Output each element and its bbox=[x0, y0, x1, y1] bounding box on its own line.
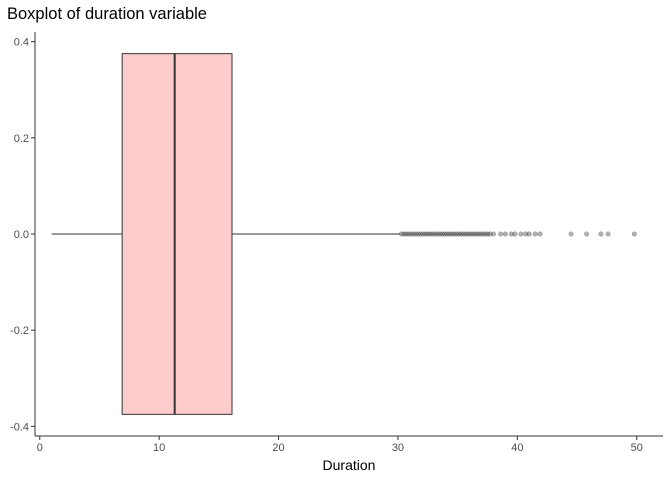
outlier-point-6 bbox=[413, 231, 419, 237]
outlier-point-31 bbox=[473, 231, 479, 237]
outlier-point-10 bbox=[422, 231, 428, 237]
outlier-point-25 bbox=[458, 231, 464, 237]
outlier-point-19 bbox=[444, 231, 450, 237]
outlier-point-17 bbox=[439, 231, 445, 237]
outlier-point-29 bbox=[468, 231, 474, 237]
x-tick-label-4: 40 bbox=[511, 442, 523, 454]
y-tick-label-2: 0.0 bbox=[14, 229, 29, 241]
outlier-point-15 bbox=[434, 231, 440, 237]
outlier-point-23 bbox=[453, 231, 460, 237]
outlier-point-48 bbox=[568, 231, 574, 237]
outlier-point-52 bbox=[631, 231, 637, 237]
outlier-point-12 bbox=[427, 231, 433, 237]
outlier-point-36 bbox=[484, 231, 491, 237]
outlier-point-22 bbox=[451, 231, 457, 237]
outlier-point-11 bbox=[425, 231, 431, 237]
outlier-point-51 bbox=[605, 231, 611, 237]
outlier-point-38 bbox=[490, 231, 497, 237]
x-tick-label-5: 50 bbox=[631, 442, 643, 454]
outliers-layer bbox=[398, 231, 637, 237]
x-axis-ticks: 0 10 20 30 40 50 bbox=[37, 436, 643, 454]
outlier-point-8 bbox=[418, 231, 424, 237]
chart-title: Boxplot of duration variable bbox=[7, 5, 207, 23]
y-tick-label-1: -0.2 bbox=[10, 325, 29, 337]
outlier-point-20 bbox=[446, 231, 452, 237]
outlier-point-43 bbox=[518, 231, 524, 237]
outlier-point-46 bbox=[532, 231, 538, 237]
outlier-point-5 bbox=[410, 231, 417, 237]
x-tick-label-3: 30 bbox=[392, 442, 404, 454]
outlier-point-45 bbox=[526, 231, 532, 237]
outlier-point-3 bbox=[406, 231, 412, 237]
outlier-point-1 bbox=[401, 231, 407, 237]
outlier-point-34 bbox=[480, 231, 486, 237]
outlier-point-16 bbox=[437, 231, 443, 237]
outlier-point-7 bbox=[415, 231, 421, 237]
outlier-point-2 bbox=[403, 231, 409, 237]
y-tick-label-3: 0.2 bbox=[14, 133, 29, 145]
x-tick-label-0: 0 bbox=[37, 442, 43, 454]
outlier-point-49 bbox=[584, 231, 590, 237]
outlier-point-18 bbox=[441, 231, 448, 237]
outlier-point-41 bbox=[508, 231, 514, 237]
outlier-point-4 bbox=[408, 231, 414, 237]
outlier-point-44 bbox=[523, 231, 529, 237]
y-tick-label-4: 0.4 bbox=[14, 37, 29, 49]
outlier-point-32 bbox=[475, 231, 481, 237]
x-tick-label-2: 20 bbox=[272, 442, 284, 454]
y-axis-ticks: -0.4 -0.2 0.0 0.2 0.4 bbox=[10, 37, 35, 433]
outlier-point-14 bbox=[432, 231, 438, 237]
outlier-point-30 bbox=[470, 231, 476, 237]
outlier-point-42 bbox=[512, 231, 518, 237]
outlier-point-47 bbox=[537, 231, 543, 237]
outlier-point-28 bbox=[465, 231, 471, 237]
x-axis-title: Duration bbox=[323, 457, 376, 473]
outlier-point-50 bbox=[598, 231, 604, 237]
outlier-point-26 bbox=[461, 231, 467, 237]
outlier-point-9 bbox=[420, 231, 426, 237]
outlier-point-21 bbox=[449, 231, 455, 237]
x-tick-label-1: 10 bbox=[153, 442, 165, 454]
outlier-point-37 bbox=[487, 231, 493, 237]
outlier-point-24 bbox=[456, 231, 462, 237]
outlier-point-33 bbox=[477, 231, 483, 237]
outlier-point-13 bbox=[430, 231, 436, 237]
outlier-point-35 bbox=[482, 231, 488, 237]
outlier-point-39 bbox=[498, 231, 504, 237]
box-iqr bbox=[121, 53, 233, 415]
outlier-point-27 bbox=[463, 231, 469, 237]
y-tick-label-0: -0.4 bbox=[10, 421, 29, 433]
outlier-point-40 bbox=[502, 231, 508, 237]
